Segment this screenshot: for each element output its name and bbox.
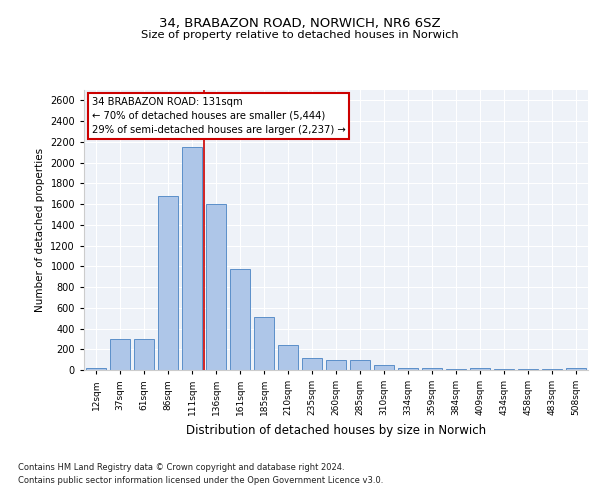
Bar bbox=[422, 368, 442, 370]
Bar bbox=[278, 344, 298, 370]
Bar bbox=[566, 368, 586, 370]
X-axis label: Distribution of detached houses by size in Norwich: Distribution of detached houses by size … bbox=[186, 424, 486, 436]
Bar bbox=[230, 270, 250, 370]
Bar bbox=[326, 360, 346, 370]
Bar bbox=[446, 369, 466, 370]
Bar bbox=[470, 368, 490, 370]
Text: Contains public sector information licensed under the Open Government Licence v3: Contains public sector information licen… bbox=[18, 476, 383, 485]
Bar bbox=[134, 339, 154, 370]
Bar bbox=[86, 368, 106, 370]
Bar bbox=[158, 196, 178, 370]
Bar bbox=[302, 358, 322, 370]
Bar bbox=[110, 339, 130, 370]
Bar bbox=[182, 147, 202, 370]
Bar bbox=[398, 368, 418, 370]
Bar bbox=[374, 366, 394, 370]
Bar bbox=[254, 317, 274, 370]
Bar bbox=[350, 360, 370, 370]
Text: 34 BRABAZON ROAD: 131sqm
← 70% of detached houses are smaller (5,444)
29% of sem: 34 BRABAZON ROAD: 131sqm ← 70% of detach… bbox=[92, 97, 346, 135]
Text: Size of property relative to detached houses in Norwich: Size of property relative to detached ho… bbox=[141, 30, 459, 40]
Text: Contains HM Land Registry data © Crown copyright and database right 2024.: Contains HM Land Registry data © Crown c… bbox=[18, 464, 344, 472]
Bar bbox=[206, 204, 226, 370]
Bar bbox=[494, 369, 514, 370]
Y-axis label: Number of detached properties: Number of detached properties bbox=[35, 148, 44, 312]
Text: 34, BRABAZON ROAD, NORWICH, NR6 6SZ: 34, BRABAZON ROAD, NORWICH, NR6 6SZ bbox=[159, 18, 441, 30]
